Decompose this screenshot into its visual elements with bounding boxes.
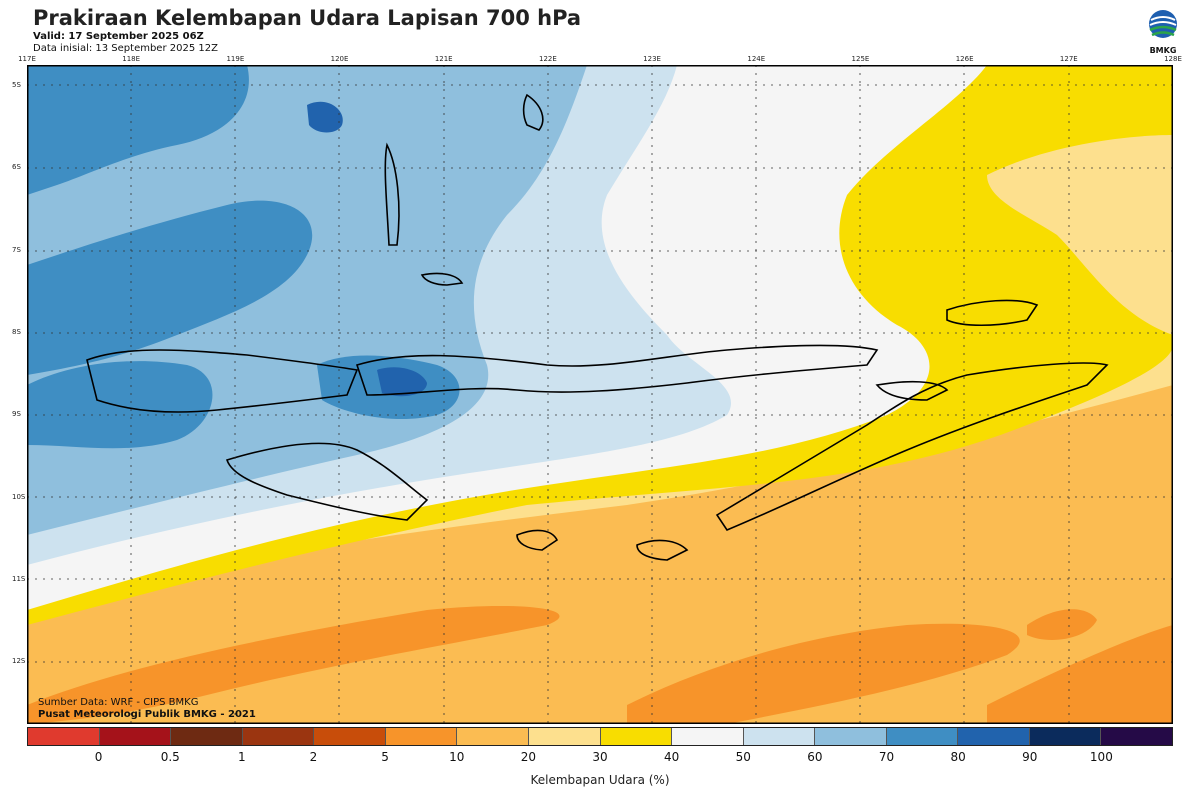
colorbar-segment [28, 728, 100, 745]
dark-orange-band-2 [627, 623, 1020, 724]
logo-text: BMKG [1150, 46, 1177, 55]
x-tick-label: 127E [1059, 55, 1078, 63]
dark-blue-spot-2 [377, 367, 427, 397]
y-tick-label: 11S [12, 574, 26, 583]
blue-region-northwest [27, 65, 249, 195]
colorbar-label: 1 [238, 750, 246, 764]
colorbar-label: 5 [381, 750, 389, 764]
x-tick-label: 122E [539, 55, 557, 63]
x-tick-label: 119E [226, 55, 245, 63]
y-tick-label: 7S [12, 245, 21, 254]
colorbar-segment [528, 728, 601, 745]
colorbar-segment [886, 728, 959, 745]
coast-kalao [420, 272, 464, 286]
x-tick-label: 118E [122, 55, 141, 63]
coast-sumba [225, 442, 429, 521]
x-tick-label: 120E [330, 55, 349, 63]
colorbar-segment [815, 728, 887, 745]
colorbar-label: 30 [592, 750, 608, 764]
producer-credit: Pusat Meteorologi Publik BMKG - 2021 [38, 709, 256, 720]
x-tick-label: 121E [434, 55, 453, 63]
colorbar-label: 100 [1089, 750, 1113, 764]
dark-orange-band-3 [987, 625, 1173, 724]
x-tick-label: 126E [955, 55, 974, 63]
coast-alor [875, 380, 949, 401]
colorbar-label: 50 [735, 750, 751, 764]
colorbar-label: 70 [878, 750, 895, 764]
y-tick-label: 5S [12, 81, 21, 89]
coast-timor [715, 362, 1109, 531]
colorbar-segment [99, 728, 172, 745]
colorbar-segment [171, 728, 243, 745]
y-tick-label: 6S [12, 163, 21, 172]
coast-flores [355, 344, 879, 396]
coast-sawu [636, 539, 689, 561]
graticule [27, 65, 1173, 724]
map-frame [27, 65, 1173, 724]
colorbar-title: Kelembapan Udara (%) [530, 773, 670, 787]
coastlines [86, 93, 1109, 561]
y-tick-label: 8S [12, 327, 21, 336]
coast-selayar [384, 142, 400, 246]
colorbar-segment [743, 728, 816, 745]
coast-sumbawa [86, 349, 359, 413]
valid-time: Valid: 17 September 2025 06Z [33, 31, 204, 42]
x-tick-label: 125E [851, 55, 870, 63]
initial-data-time: Data inisial: 13 September 2025 12Z [33, 43, 218, 54]
colorbar-segment [457, 728, 529, 745]
colorbar-label: 2 [309, 750, 318, 764]
coast-rote [516, 529, 559, 551]
x-tick-label: 128E [1164, 55, 1182, 63]
humidity-map [27, 65, 1173, 724]
blue-region-west [27, 200, 313, 375]
blue-region-sumbawa-west [27, 361, 213, 449]
dark-blue-spot-1 [307, 101, 343, 133]
colorbar-label: 20 [520, 750, 537, 764]
colorbar-segment [600, 728, 673, 745]
colorbar [27, 727, 1173, 746]
dark-orange-band-1 [27, 605, 560, 724]
x-tick-label: 123E [643, 55, 661, 63]
bmkg-logo-icon: BMKG [1149, 10, 1177, 55]
colorbar-label: 90 [1022, 750, 1038, 764]
colorbar-label: 80 [950, 750, 966, 764]
y-tick-label: 9S [12, 410, 21, 419]
colorbar-segment [314, 728, 386, 745]
colorbar-segment [958, 728, 1030, 745]
colorbar-label: 0.5 [160, 750, 180, 764]
colorbar-segment [1029, 728, 1102, 745]
map-title: Prakiraan Kelembapan Udara Lapisan 700 h… [33, 6, 582, 30]
colorbar-label: 40 [663, 750, 680, 764]
coast-wetar [946, 299, 1039, 327]
colorbar-segment [242, 728, 315, 745]
coast-buton [522, 93, 544, 131]
colorbar-label: 60 [807, 750, 823, 764]
y-tick-label: 10S [12, 492, 26, 501]
colorbar-label: 10 [449, 750, 465, 764]
y-tick-label: 12S [12, 657, 26, 666]
x-tick-label: 124E [747, 55, 766, 63]
light-orange-patch-east [987, 135, 1173, 335]
colorbar-segment [385, 728, 458, 745]
x-tick-label: 117E [18, 55, 36, 63]
colorbar-segment [672, 728, 744, 745]
colorbar-label: 0 [94, 750, 103, 764]
colorbar-segment [1101, 728, 1172, 745]
dark-orange-band-4 [1027, 609, 1097, 640]
data-source: Sumber Data: WRF - CIPS BMKG [38, 697, 199, 708]
